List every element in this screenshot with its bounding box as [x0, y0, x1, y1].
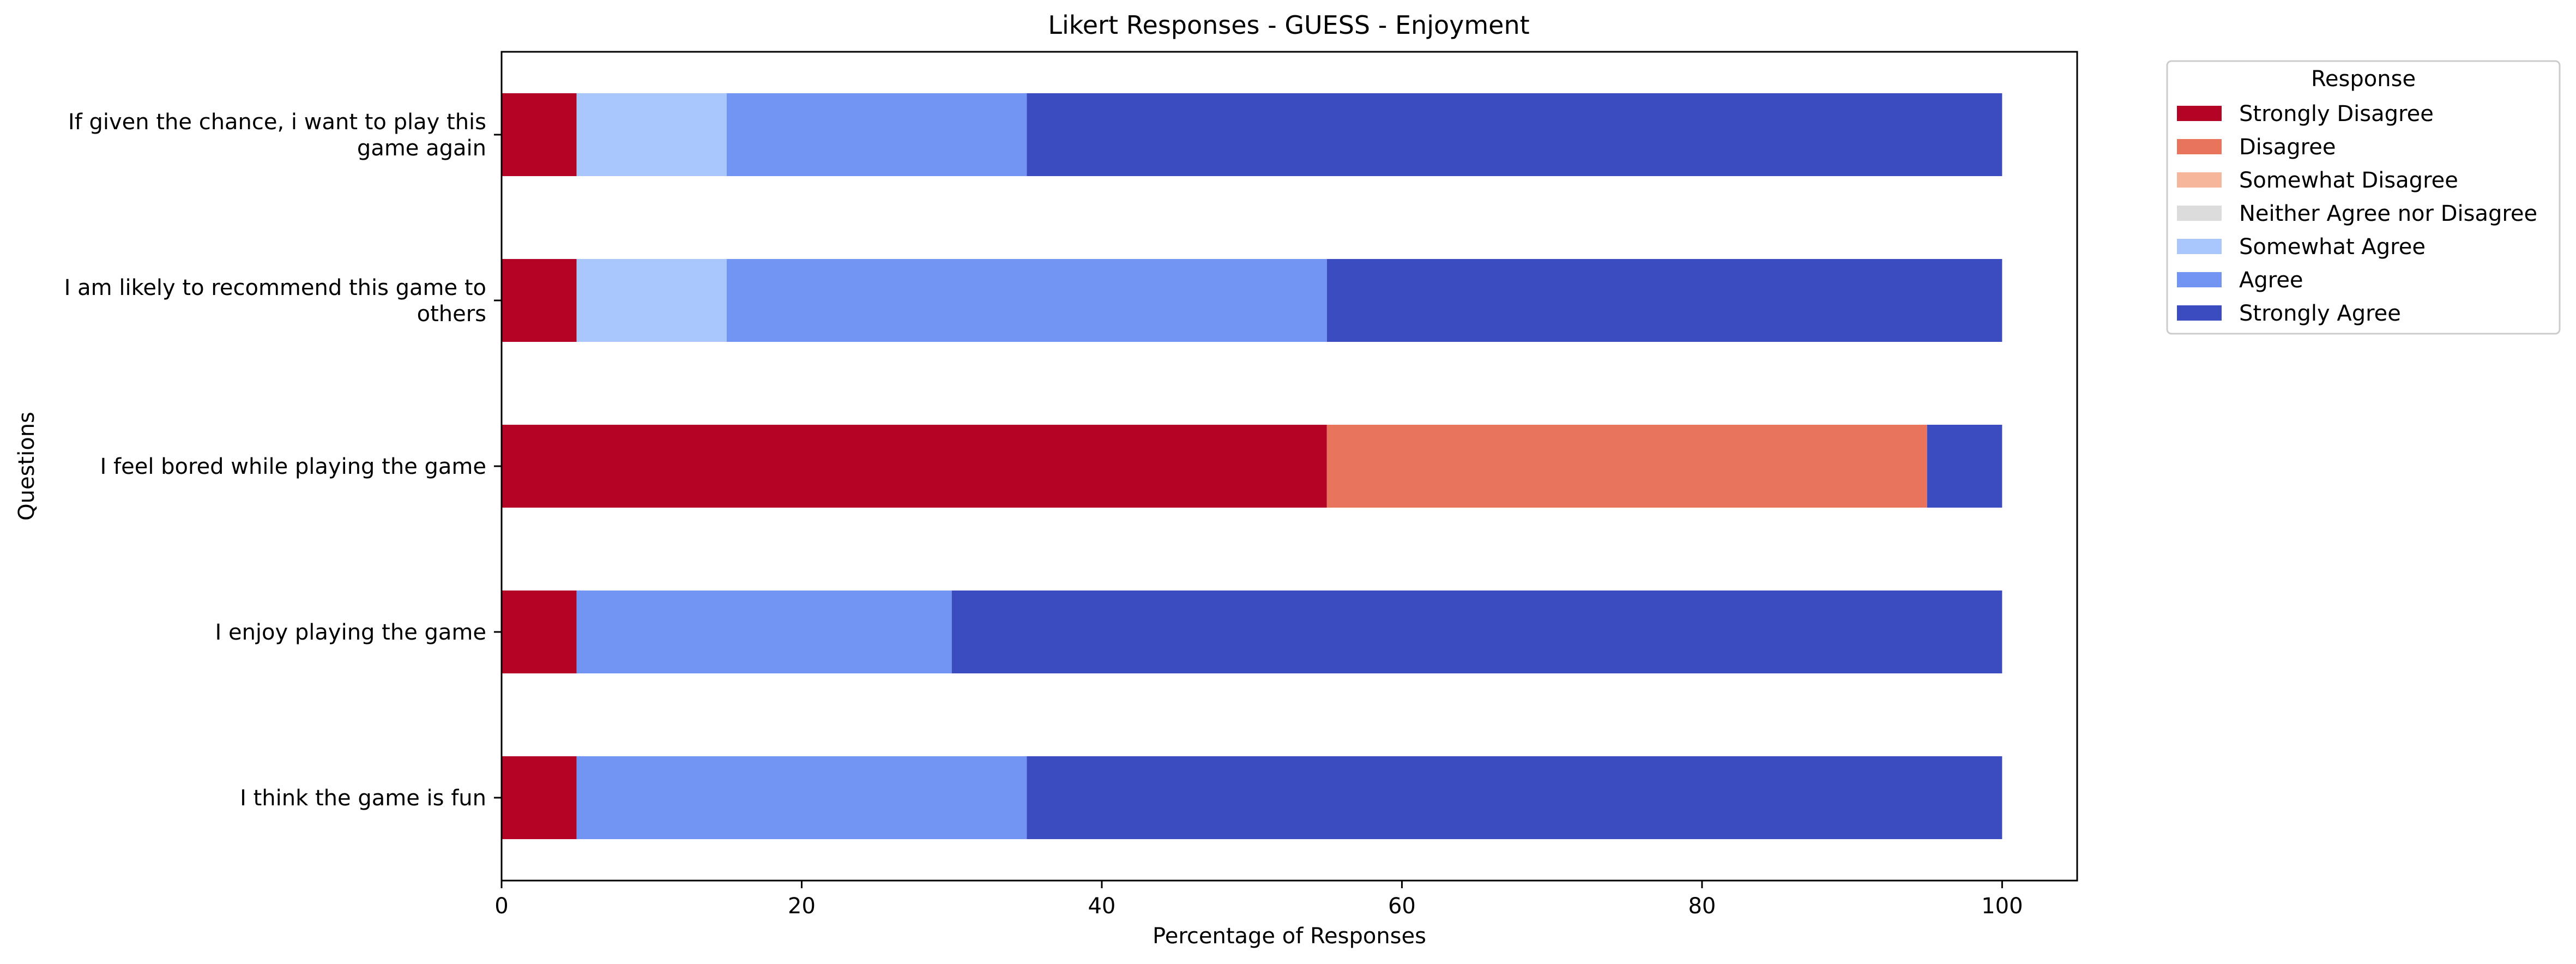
bar-strongly-agree-q1 [1027, 93, 2002, 176]
legend-label-disagree: Disagree [2239, 135, 2336, 160]
bar-strongly-agree-q5 [1027, 756, 2002, 839]
bar-agree-q1 [726, 93, 1027, 176]
bar-agree-q2 [726, 259, 1327, 342]
y-tick-label: I feel bored while playing the game [100, 454, 487, 479]
legend-label-neither-agree-nor-disagree: Neither Agree nor Disagree [2239, 201, 2537, 226]
x-tick-label: 100 [1981, 894, 2023, 919]
bar-agree-q5 [576, 756, 1027, 839]
bar-strongly-agree-q2 [1326, 259, 2002, 342]
bar-strongly-agree-q3 [1927, 425, 2002, 508]
bar-strongly-agree-q4 [951, 591, 2002, 673]
legend-swatch-somewhat-disagree [2177, 172, 2222, 188]
y-tick-label: I am likely to recommend this game to oth… [64, 275, 486, 327]
x-axis-label: Percentage of Responses [1153, 924, 1426, 949]
legend-swatch-agree [2177, 272, 2222, 287]
bars-group [502, 93, 2002, 839]
y-tick-label: If given the chance, i want to play this… [68, 110, 486, 161]
legend-label-agree: Agree [2239, 268, 2303, 293]
y-axis-label: Questions [14, 412, 39, 521]
y-axis-ticks: If given the chance, i want to play this… [64, 110, 502, 811]
bar-somewhat-agree-q2 [576, 259, 727, 342]
x-tick-label: 20 [788, 894, 816, 919]
legend-label-strongly-agree: Strongly Agree [2239, 301, 2401, 326]
bar-strongly-disagree-q4 [502, 591, 577, 673]
y-tick-label: I enjoy playing the game [215, 620, 486, 645]
legend-frame [2166, 60, 2561, 335]
bar-strongly-disagree-q3 [502, 425, 1327, 508]
y-tick-label: I think the game is fun [240, 786, 486, 811]
legend-label-strongly-disagree: Strongly Disagree [2239, 101, 2434, 126]
bar-strongly-disagree-q5 [502, 756, 577, 839]
bar-somewhat-agree-q1 [576, 93, 727, 176]
plot-frame [500, 51, 2078, 882]
x-tick-label: 0 [494, 894, 508, 919]
legend-title: Response [2311, 67, 2416, 92]
legend-label-somewhat-agree: Somewhat Agree [2239, 234, 2426, 260]
chart-title: Likert Responses - GUESS - Enjoyment [1048, 10, 1529, 40]
legend-swatch-strongly-agree [2177, 305, 2222, 321]
bar-agree-q4 [576, 591, 952, 673]
bar-strongly-disagree-q2 [502, 259, 577, 342]
legend-swatch-somewhat-agree [2177, 239, 2222, 254]
legend-label-somewhat-disagree: Somewhat Disagree [2239, 168, 2458, 193]
bar-disagree-q3 [1326, 425, 1927, 508]
legend-items: Strongly Disagree Disagree Somewhat Disagr… [2177, 101, 2537, 326]
legend-swatch-strongly-disagree [2177, 106, 2222, 121]
bar-strongly-disagree-q1 [502, 93, 577, 176]
x-tick-label: 60 [1388, 894, 1416, 919]
legend-swatch-disagree [2177, 139, 2222, 154]
x-tick-label: 40 [1088, 894, 1115, 919]
legend: Response Strongly Disagree Disagree Somewh… [2166, 60, 2561, 335]
x-tick-label: 80 [1688, 894, 1716, 919]
x-axis-ticks: 0 20 40 60 80 100 [494, 881, 2023, 919]
legend-swatch-neither-agree-nor-disagree [2177, 206, 2222, 221]
